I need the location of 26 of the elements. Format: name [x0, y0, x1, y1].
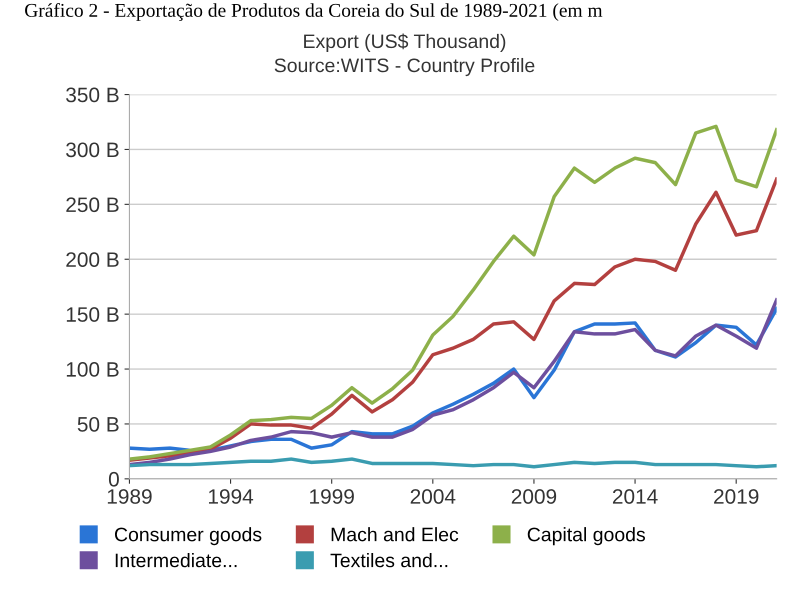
- legend-label: Capital goods: [528, 527, 645, 546]
- legend-label: Consumer goods: [114, 527, 262, 546]
- x-tick-label: 1994: [208, 489, 254, 504]
- line-series: [129, 124, 777, 461]
- x-tick-label: 1999: [310, 489, 354, 504]
- y-tick-label: 350 B: [66, 88, 119, 102]
- y-tick-label: 100 B: [66, 362, 119, 377]
- legend-label: Intermediate...: [116, 553, 237, 568]
- x-tick-label: 2004: [410, 489, 456, 504]
- text: Gráfico 2 - Exportação de Produtos da Coreia do Sul de 1989-2021 (em m: [25, 3, 602, 21]
- line-series: [129, 177, 777, 462]
- x-tick-label: 2014: [612, 489, 658, 504]
- y-tick-label: 300 B: [66, 142, 119, 158]
- legend-label: Mach and Elec: [332, 527, 458, 542]
- y-tick-label: 0: [108, 472, 119, 487]
- x-tick-label: 2009: [512, 489, 556, 504]
- chart-subtitle: Source:WITS - Country Profile: [274, 58, 534, 76]
- y-tick-label: 250 B: [66, 197, 119, 212]
- chart-title: Export (US$ Thousand): [304, 34, 506, 52]
- y-tick-label: 50 B: [78, 416, 119, 432]
- y-tick-label: 200 B: [66, 252, 119, 268]
- line-series: [129, 457, 777, 469]
- x-tick-label: 1989: [108, 489, 152, 504]
- legend-label: Textiles and...: [330, 553, 448, 568]
- x-tick-label: 2019: [714, 489, 758, 504]
- y-tick-label: 150 B: [66, 307, 119, 322]
